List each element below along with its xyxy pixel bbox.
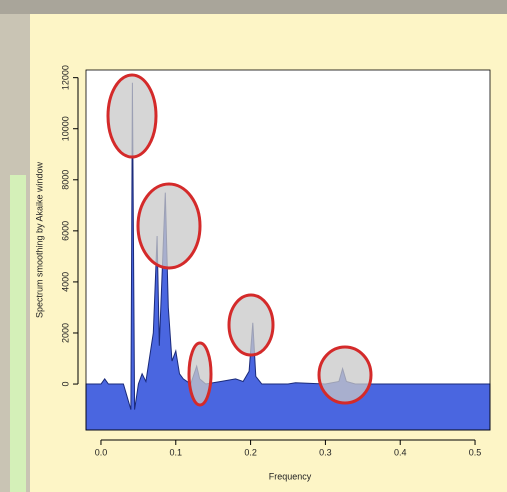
x-tick-label: 0.3 [319,447,332,457]
top-image [0,0,507,14]
screen: Frequency Spectrum smoothing by Akaike w… [0,0,507,492]
x-tick-label: 0.4 [394,447,407,457]
x-axis-label: Frequency [269,471,312,481]
side-strip [10,175,26,492]
y-axis-label: Spectrum smoothing by Akaike window [34,161,44,318]
y-tick-label: 8000 [60,170,70,190]
y-tick-label: 4000 [60,272,70,292]
highlight-ellipse [229,295,273,355]
x-tick-label: 0.5 [469,447,482,457]
highlight-ellipse [319,347,371,403]
x-tick-label: 0.0 [95,447,108,457]
x-tick-label: 0.1 [170,447,183,457]
y-tick-label: 10000 [60,116,70,141]
y-tick-label: 0 [60,382,70,387]
highlight-ellipse [108,75,156,157]
y-tick-label: 2000 [60,323,70,343]
y-tick-label: 12000 [60,65,70,90]
highlight-ellipse [189,343,211,405]
highlight-ellipse [138,184,200,268]
y-tick-label: 6000 [60,221,70,241]
x-tick-label: 0.2 [244,447,257,457]
